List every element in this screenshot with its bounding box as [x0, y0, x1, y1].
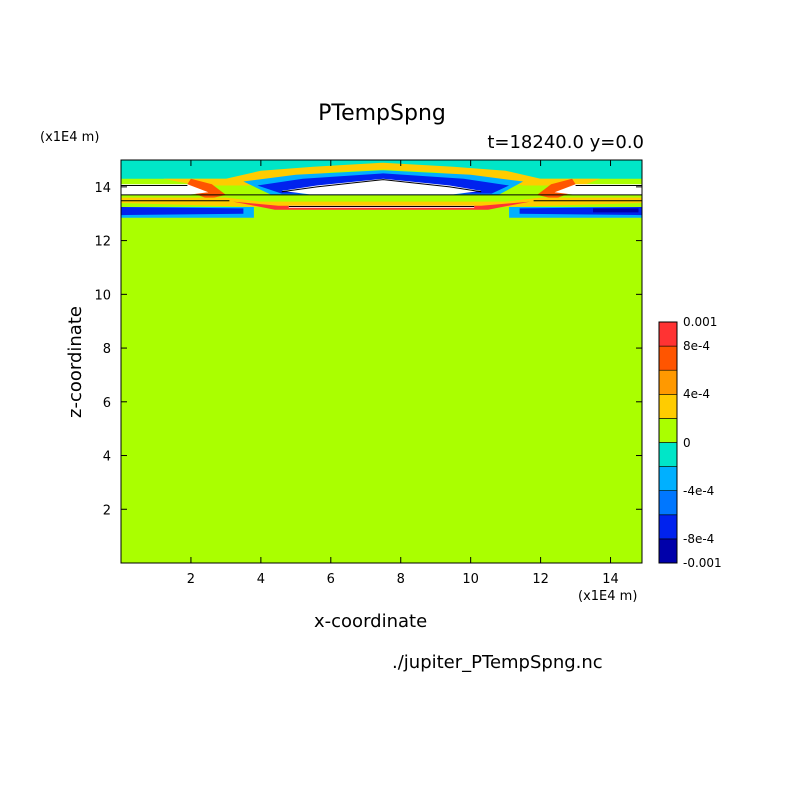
- colorbar-tick-label: 0.001: [683, 315, 718, 329]
- colorbar-tick-label: -4e-4: [683, 483, 715, 498]
- colorbar-swatch-9: [658, 321, 678, 347]
- contour-band-15: [281, 178, 482, 195]
- x-tick-label: 4: [257, 572, 265, 587]
- colorbar-swatch-3: [658, 466, 678, 492]
- contour-band-12: [593, 208, 639, 213]
- colorbar-swatch-4: [658, 442, 678, 467]
- y-tick-label: 14: [94, 181, 111, 196]
- chart-title: PTempSpng: [318, 101, 446, 126]
- y-tick-label: 2: [103, 503, 111, 518]
- colorbar-swatch-7: [658, 369, 678, 395]
- contour-band-10: [121, 207, 244, 216]
- colorbar-swatch-0: [658, 538, 678, 564]
- colorbar-tick-label: -0.001: [683, 556, 722, 570]
- contour-band-13: [121, 184, 209, 195]
- contour-field: [121, 160, 642, 563]
- contour-band-14: [554, 184, 642, 195]
- colorbar-swatch-6: [658, 393, 678, 419]
- colorbar-swatch-1: [658, 514, 678, 540]
- contour-lines: [121, 179, 642, 207]
- contour-band-5: [537, 178, 580, 199]
- x-tick-label: 12: [532, 572, 549, 587]
- colorbar-tick-label: 0: [683, 435, 691, 450]
- colorbar: [658, 321, 678, 564]
- x-tick-label: 10: [462, 572, 479, 587]
- x-tick-label: 6: [327, 572, 335, 587]
- y-tick-label: 4: [103, 450, 111, 465]
- source-filename: ./jupiter_PTempSpng.nc: [392, 652, 603, 673]
- colorbar-swatch-8: [658, 345, 678, 371]
- y-axis-label: z-coordinate: [65, 306, 86, 418]
- y-tick-label: 8: [103, 342, 111, 357]
- plot-frame: [120, 159, 643, 564]
- colorbar-tick-label: 8e-4: [683, 339, 710, 354]
- colorbar-swatch-2: [658, 490, 678, 516]
- contour-band-4: [183, 178, 226, 199]
- contour-line-5: [281, 179, 482, 193]
- y-tick-label: 10: [94, 288, 111, 303]
- x-tick-label: 14: [602, 572, 619, 587]
- colorbar-tick-label: -8e-4: [683, 531, 715, 546]
- y-tick-label: 6: [103, 396, 111, 411]
- colorbar-swatch-5: [658, 418, 678, 443]
- chart-subtitle: t=18240.0 y=0.0: [487, 132, 644, 153]
- x-axis-unit: (x1E4 m): [578, 589, 638, 604]
- colorbar-frame: [658, 321, 678, 564]
- x-tick-label: 2: [187, 572, 195, 587]
- y-axis-unit: (x1E4 m): [40, 130, 100, 145]
- field-background: [121, 160, 642, 563]
- axis-ticks: 2 4 6 8 10 12 14 2 4 6 8 10 12 14: [94, 160, 642, 587]
- x-axis-label: x-coordinate: [314, 611, 428, 632]
- y-tick-label: 12: [94, 235, 111, 250]
- x-tick-label: 8: [397, 572, 405, 587]
- colorbar-tick-label: 4e-4: [683, 387, 710, 402]
